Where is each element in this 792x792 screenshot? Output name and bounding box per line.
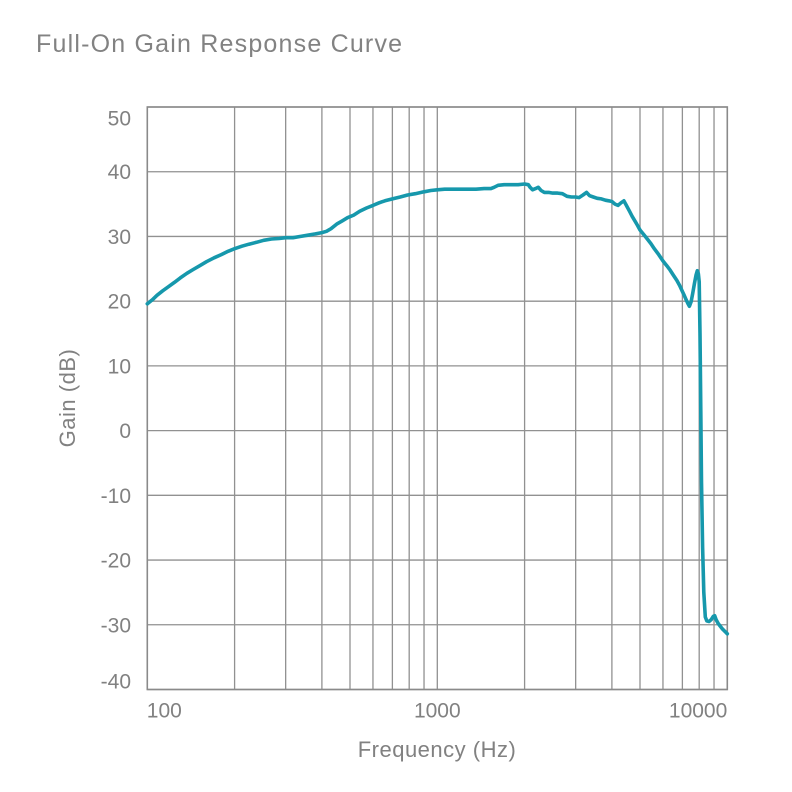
gain-curve-line (145, 182, 730, 636)
y-tick-label-10: 10 (108, 355, 131, 378)
y-tick-label--40: -40 (101, 671, 131, 694)
y-axis-title: Gain (dB) (55, 349, 80, 448)
y-tick-label--20: -20 (101, 550, 131, 573)
x-tick-label-10000: 10000 (669, 700, 727, 723)
y-tick-label-30: 30 (108, 226, 131, 249)
x-gridlines (146, 107, 728, 690)
plot-frame (146, 106, 729, 691)
chart-title: Full-On Gain Response Curve (36, 30, 403, 58)
y-tick-label-0: 0 (119, 420, 131, 443)
x-tick-label-100: 100 (147, 700, 182, 723)
y-tick-label-50: 50 (108, 108, 131, 131)
y-tick-label-20: 20 (108, 291, 131, 314)
y-tick-label--30: -30 (101, 614, 131, 637)
y-tick-label--10: -10 (101, 485, 131, 508)
x-tick-labels: 100 1000 10000 (147, 700, 727, 723)
x-axis-title: Frequency (Hz) (358, 737, 517, 762)
y-tick-label-40: 40 (108, 161, 131, 184)
x-tick-label-1000: 1000 (414, 700, 461, 723)
y-tick-labels: 50 40 30 20 10 0 -10 -20 -30 -40 (101, 108, 131, 694)
